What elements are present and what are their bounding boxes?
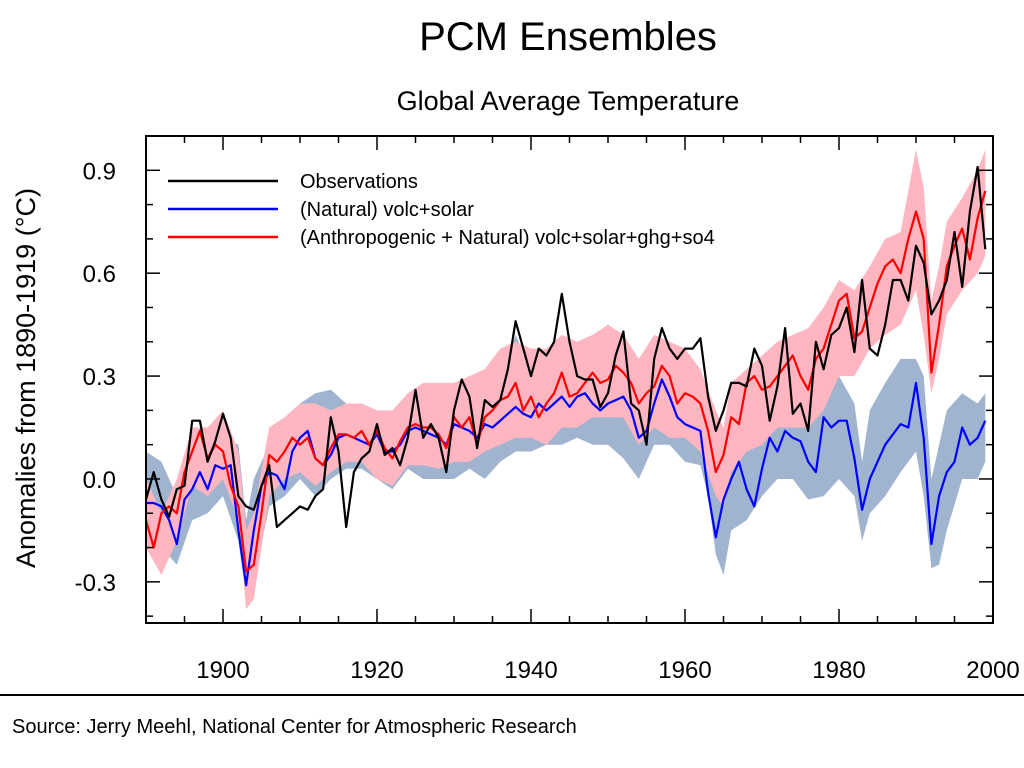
y-tick-label: 0.6 bbox=[83, 261, 116, 288]
y-axis-label: Anomalies from 1890-1919 (°C) bbox=[11, 188, 41, 568]
legend-label-observations: Observations bbox=[300, 171, 418, 193]
axis-ticks: 1900 1920 1940 1960 1980 2000 -0.3 0.0 0.3 0.6 0.9 bbox=[75, 136, 1020, 684]
y-tick-label: -0.3 bbox=[75, 570, 116, 597]
legend-label-anthropogenic-natural-volc-solar-ghg-so4: (Anthropogenic + Natural) volc+solar+ghg… bbox=[300, 227, 715, 249]
legend: Observations (Natural) volc+solar (Anthrop… bbox=[168, 171, 715, 249]
data-lines bbox=[144, 165, 987, 587]
chart-subtitle: Global Average Temperature bbox=[397, 86, 740, 116]
y-tick-label: 0.3 bbox=[83, 364, 116, 391]
footer-divider bbox=[0, 694, 1024, 696]
y-tick-label: 0.0 bbox=[83, 467, 116, 494]
legend-label-natural-volc-solar: (Natural) volc+solar bbox=[300, 199, 474, 221]
uncertainty-bands bbox=[146, 149, 986, 610]
x-tick-label: 1980 bbox=[812, 657, 865, 684]
chart-title: PCM Ensembles bbox=[419, 15, 717, 59]
series-line-anthropogenic-natural-volc-solar-ghg-so4 bbox=[144, 190, 987, 573]
x-tick-label: 1920 bbox=[350, 657, 403, 684]
x-tick-label: 1960 bbox=[658, 657, 711, 684]
x-tick-label: 2000 bbox=[966, 657, 1019, 684]
x-tick-label: 1900 bbox=[196, 657, 249, 684]
series-line-natural-volc-solar bbox=[146, 378, 987, 587]
series-line-observations bbox=[144, 165, 987, 529]
band-anthropogenic-natural-volc-solar-ghg-so4 bbox=[146, 149, 986, 610]
source-caption: Source: Jerry Meehl, National Center for… bbox=[12, 716, 577, 738]
y-tick-label: 0.9 bbox=[83, 158, 116, 185]
temperature-chart: PCM Ensembles Global Average Temperature… bbox=[11, 15, 1020, 684]
x-tick-label: 1940 bbox=[504, 657, 557, 684]
